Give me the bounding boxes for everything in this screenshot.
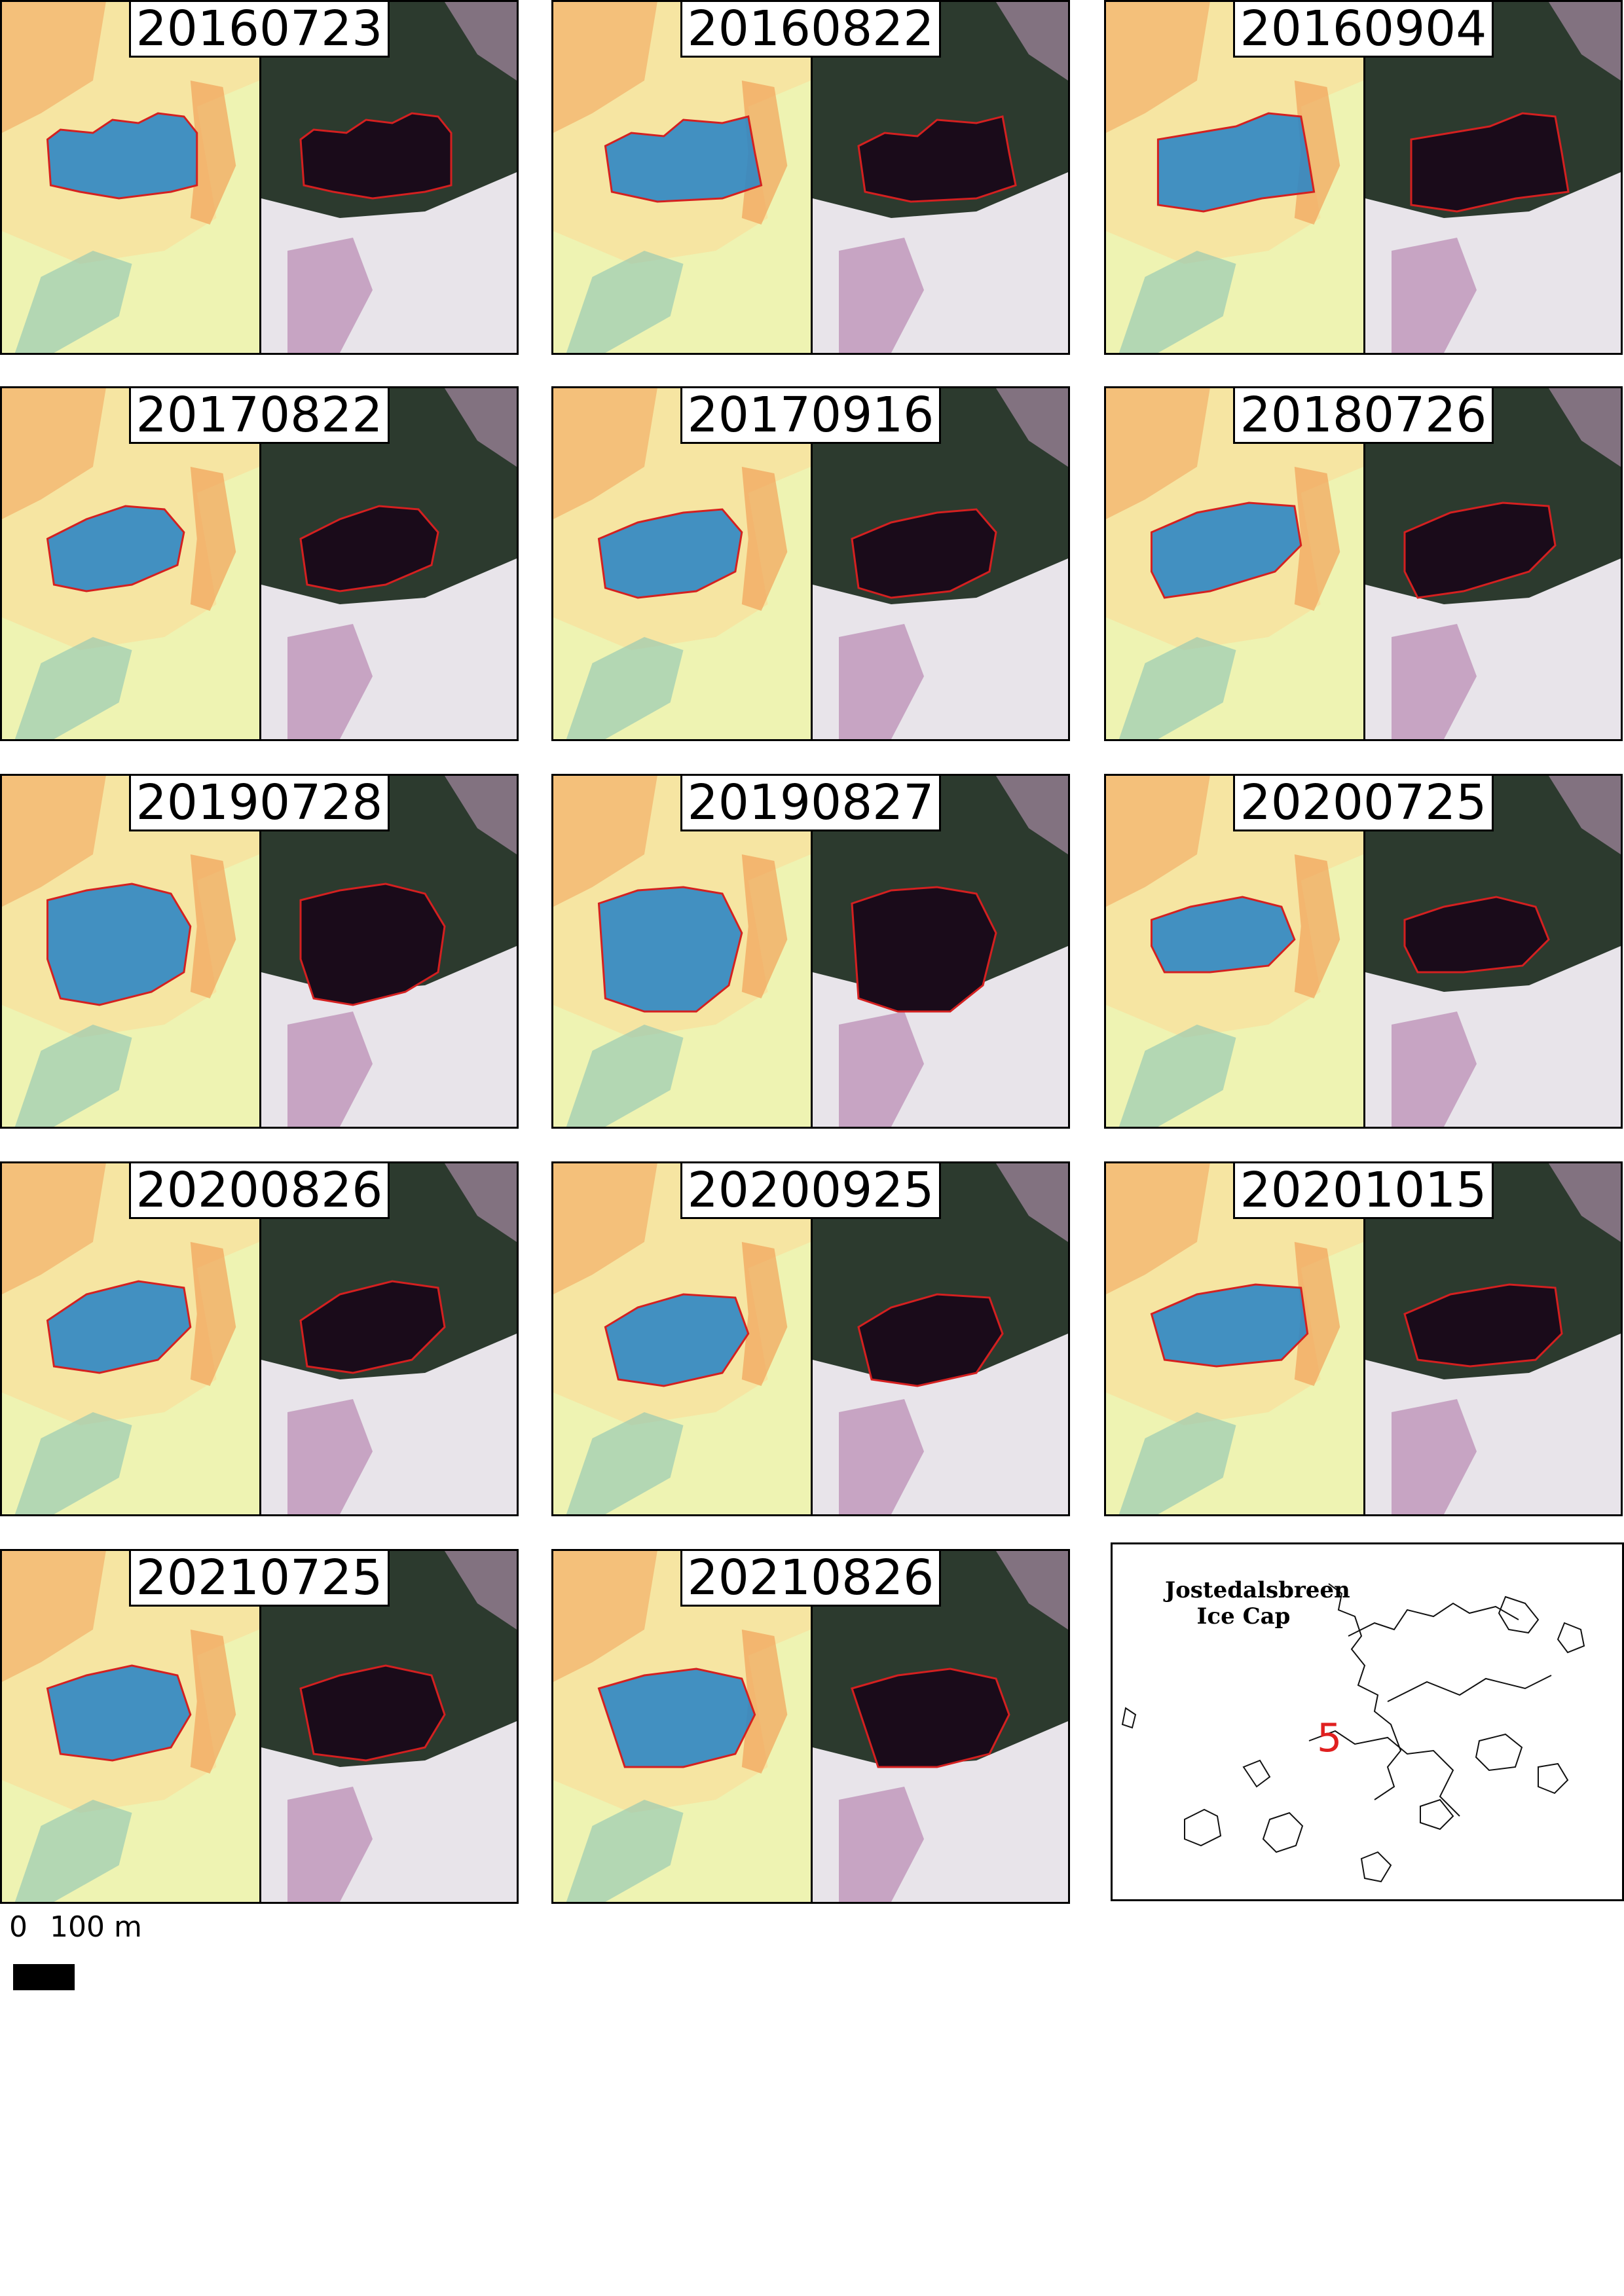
acquisition-date-label: 20180726: [1233, 388, 1494, 444]
locator-title: Jostedalsbreen Ice Cap: [1165, 1577, 1350, 1630]
ndwi-map: [1106, 2, 1365, 353]
rgb-image: [1365, 776, 1621, 1127]
ndwi-map: [2, 1551, 261, 1902]
ndwi-map: [553, 1163, 813, 1514]
acquisition-date-label: 20170822: [129, 388, 390, 444]
ndwi-map: [2, 1163, 261, 1514]
acquisition-date-label: 20210725: [129, 1551, 390, 1607]
locator-outlines: [1121, 1583, 1585, 1883]
rgb-image: [813, 776, 1068, 1127]
ndwi-map: [553, 1551, 813, 1902]
acquisition-date-label: 20200925: [680, 1163, 941, 1219]
ndwi-map: [2, 2, 261, 353]
image-panel: 20200925: [551, 1161, 1070, 1516]
rgb-image: [813, 1551, 1068, 1902]
scale-zero-label: 0: [9, 1910, 28, 1944]
image-panel: 20201015: [1104, 1161, 1623, 1516]
acquisition-date-label: 20201015: [1233, 1163, 1494, 1219]
acquisition-date-label: 20200725: [1233, 776, 1494, 831]
scale-bar: 0 100 m: [9, 1910, 206, 2002]
image-panel: 20190827: [551, 774, 1070, 1129]
rgb-image: [261, 1163, 517, 1514]
rgb-image: [1365, 2, 1621, 353]
image-panel: 20180726: [1104, 386, 1623, 741]
ndwi-map: [1106, 388, 1365, 739]
image-panel: 20200826: [0, 1161, 519, 1516]
site-marker: 5: [1317, 1715, 1342, 1761]
rgb-image: [1365, 388, 1621, 739]
ndwi-map: [553, 388, 813, 739]
image-panel: 20170916: [551, 386, 1070, 741]
locator-title-line1: Jostedalsbreen: [1165, 1577, 1350, 1603]
image-panel: 20210826: [551, 1549, 1070, 1904]
rgb-image: [261, 2, 517, 353]
ndwi-map: [553, 2, 813, 353]
acquisition-date-label: 20160822: [680, 2, 941, 58]
acquisition-date-label: 20200826: [129, 1163, 390, 1219]
rgb-image: [1365, 1163, 1621, 1514]
rgb-image: [261, 1551, 517, 1902]
ndwi-map: [2, 776, 261, 1127]
rgb-image: [813, 388, 1068, 739]
rgb-image: [261, 776, 517, 1127]
image-panel: 20210725: [0, 1549, 519, 1904]
image-panel: 20160723: [0, 0, 519, 355]
locator-map: Jostedalsbreen Ice Cap 5: [1111, 1542, 1624, 1901]
acquisition-date-label: 20190728: [129, 776, 390, 831]
scale-distance-label: 100 m: [50, 1910, 142, 1944]
acquisition-date-label: 20210826: [680, 1551, 941, 1607]
scale-bar-block: [13, 1964, 75, 1990]
image-panel: 20200725: [1104, 774, 1623, 1129]
ndwi-map: [2, 388, 261, 739]
rgb-image: [813, 2, 1068, 353]
ndwi-map: [1106, 776, 1365, 1127]
acquisition-date-label: 20160723: [129, 2, 390, 58]
acquisition-date-label: 20170916: [680, 388, 941, 444]
acquisition-date-label: 20190827: [680, 776, 941, 831]
rgb-image: [261, 388, 517, 739]
image-panel: 20190728: [0, 774, 519, 1129]
image-panel: 20160904: [1104, 0, 1623, 355]
rgb-image: [813, 1163, 1068, 1514]
ndwi-map: [553, 776, 813, 1127]
locator-title-line2: Ice Cap: [1196, 1603, 1291, 1630]
image-panel: 20170822: [0, 386, 519, 741]
image-panel: 20160822: [551, 0, 1070, 355]
ndwi-map: [1106, 1163, 1365, 1514]
acquisition-date-label: 20160904: [1233, 2, 1494, 58]
